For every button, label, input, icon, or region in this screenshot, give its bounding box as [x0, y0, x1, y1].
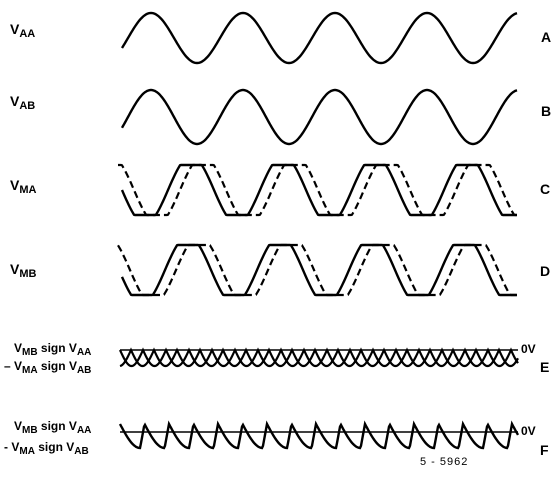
waveform-d-solid: [120, 243, 517, 297]
row-letter-d: D: [540, 263, 551, 279]
waveform-c-dashed: [118, 163, 517, 217]
zero-volt-label-e: 0V: [521, 342, 536, 356]
label-vmb: VMB: [10, 261, 37, 280]
row-letter-f: F: [540, 442, 549, 458]
label-vma: VMA: [10, 177, 37, 196]
waveform-f: [118, 420, 520, 450]
label-e-line2: – VMA sign VAB: [4, 359, 92, 376]
waveform-a: [120, 11, 518, 65]
figure-number: 5 - 5962: [420, 456, 469, 468]
waveform-d-dashed: [117, 243, 517, 297]
zero-volt-label-f: 0V: [521, 424, 536, 438]
row-letter-a: A: [541, 29, 552, 45]
label-e-line1: VMB sign VAA: [14, 341, 92, 358]
waveform-e-trace-2: [119, 347, 519, 368]
row-letter-b: B: [541, 103, 552, 119]
label-vab: VAB: [10, 93, 36, 112]
row-letter-c: C: [540, 181, 551, 197]
label-f-line2: - VMA sign VAB: [4, 440, 89, 457]
waveform-b: [120, 88, 518, 146]
waveform-e-trace-1: [118, 347, 519, 368]
label-vaa: VAA: [10, 21, 36, 40]
row-letter-e: E: [540, 359, 550, 375]
label-f-line1: VMB sign VAA: [14, 419, 92, 436]
waveform-c-solid: [120, 163, 517, 217]
